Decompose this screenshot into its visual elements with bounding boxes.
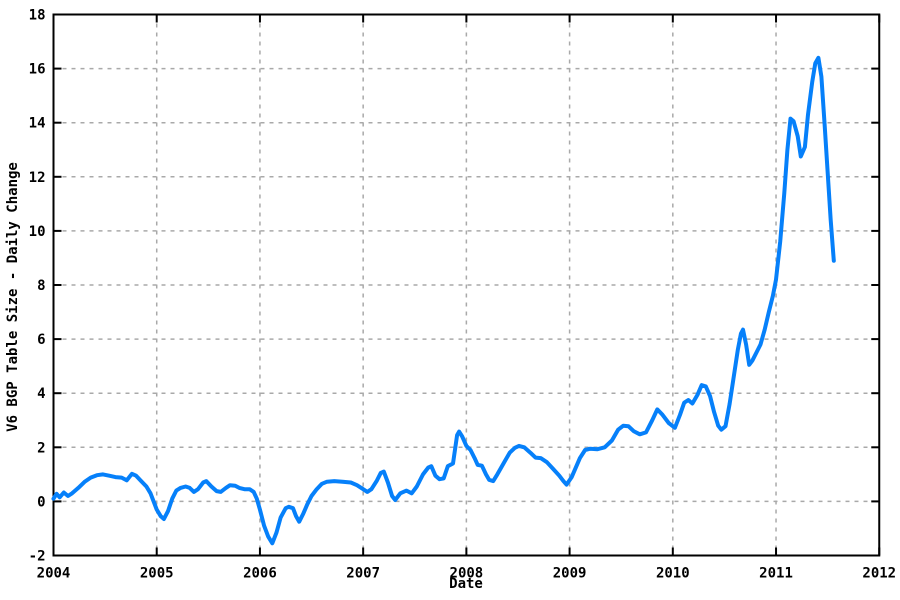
- x-tick-label: 2011: [759, 566, 793, 582]
- y-tick-label: -2: [29, 549, 46, 565]
- y-tick-label: 8: [37, 278, 45, 294]
- y-tick-label: 2: [37, 440, 45, 456]
- y-axis-title: V6 BGP Table Size - Daily Change: [5, 162, 21, 432]
- gridlines: [53, 14, 880, 556]
- y-tick-label: 0: [37, 494, 45, 510]
- x-tick-label: 2010: [656, 566, 690, 582]
- y-tick-label: 18: [29, 8, 46, 24]
- y-tick-label: 4: [37, 386, 45, 402]
- tick-labels: 2004 2005 2006 2007 2008 2009 2010 2011 2012 -2 0 2…: [29, 8, 896, 582]
- y-tick-label: 6: [37, 332, 45, 348]
- data-line: [51, 55, 836, 546]
- y-tick-label: 16: [29, 62, 46, 78]
- x-tick-label: 2005: [140, 566, 174, 582]
- axis-ticks: [52, 13, 881, 557]
- x-tick-label: 2012: [862, 566, 896, 582]
- x-tick-label: 2006: [243, 566, 277, 582]
- y-tick-label: 14: [29, 116, 46, 132]
- y-tick-label: 12: [29, 170, 46, 186]
- x-tick-label: 2008: [450, 566, 484, 582]
- x-tick-label: 2007: [346, 566, 380, 582]
- x-tick-label: 2009: [553, 566, 587, 582]
- x-axis-title: Date: [449, 576, 483, 592]
- y-tick-label: 10: [29, 224, 46, 240]
- x-tick-label: 2004: [37, 566, 71, 582]
